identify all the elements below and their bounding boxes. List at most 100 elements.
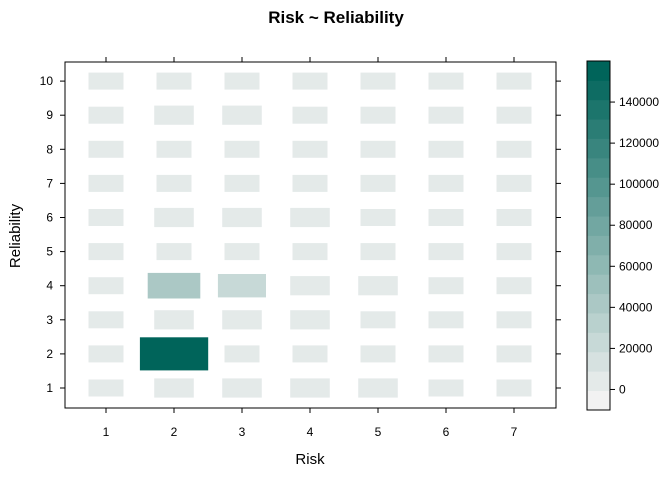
heatmap-cell xyxy=(360,311,396,329)
heatmap-cell xyxy=(496,311,532,329)
colorbar-segment xyxy=(587,235,610,256)
heatmap-cell xyxy=(360,345,396,363)
heatmap-cell xyxy=(154,207,194,228)
heatmap-cell xyxy=(496,140,532,158)
colorbar-segment xyxy=(587,157,610,178)
heatmap-cell xyxy=(147,272,201,299)
heatmap-cell xyxy=(360,209,396,226)
colorbar-tick-label: 80000 xyxy=(619,218,653,232)
heatmap-cell xyxy=(139,337,209,371)
heatmap-cell xyxy=(292,106,328,124)
heatmap-cell xyxy=(360,140,396,158)
colorbar-tick-label: 140000 xyxy=(619,95,659,109)
y-tick-label: 10 xyxy=(40,74,54,88)
heatmap-cell xyxy=(290,276,330,296)
heatmap-cell xyxy=(428,106,464,124)
colorbar-segment xyxy=(587,274,610,295)
heatmap-cell xyxy=(290,207,330,228)
heatmap-cell xyxy=(222,310,262,330)
colorbar-tick-label: 100000 xyxy=(619,177,659,191)
heatmap-cell xyxy=(88,311,124,329)
heatmap-cell xyxy=(156,72,192,90)
heatmap-cell xyxy=(360,243,396,261)
y-tick-label: 2 xyxy=(46,347,53,361)
heatmap-cell xyxy=(224,72,260,90)
colorbar-segment xyxy=(587,254,610,275)
heatmap-cell xyxy=(156,174,192,192)
heatmap-cell xyxy=(428,174,464,192)
colorbar-segment xyxy=(587,332,610,353)
colorbar-segment xyxy=(587,371,610,392)
y-tick-label: 4 xyxy=(46,279,53,293)
heatmap-cell xyxy=(496,277,532,295)
colorbar-tick-label: 0 xyxy=(619,382,626,396)
chart-title: Risk ~ Reliability xyxy=(268,8,404,27)
heatmap-cell xyxy=(224,345,260,363)
heatmap-cell xyxy=(428,277,464,295)
heatmap-cell xyxy=(222,378,262,398)
colorbar-tick-label: 60000 xyxy=(619,259,653,273)
y-tick-label: 5 xyxy=(46,245,53,259)
colorbar-tick-label: 20000 xyxy=(619,341,653,355)
heatmap-cell xyxy=(88,106,124,124)
heatmap-cell xyxy=(428,379,464,397)
colorbar-tick-label: 120000 xyxy=(619,136,659,150)
heatmap-cell xyxy=(156,140,192,158)
heatmap-cell xyxy=(428,311,464,329)
heatmap-cell xyxy=(358,276,398,296)
heatmap-cell xyxy=(292,243,328,261)
x-tick-label: 3 xyxy=(239,425,246,439)
heatmap-cell xyxy=(496,174,532,192)
heatmap-cell xyxy=(224,174,260,192)
heatmap-cell xyxy=(292,140,328,158)
heatmap-cell xyxy=(88,209,124,226)
colorbar-segment xyxy=(587,80,610,101)
y-tick-label: 1 xyxy=(46,381,53,395)
heatmap-cell xyxy=(154,310,194,330)
colorbar-segment xyxy=(587,390,610,411)
heatmap-cell xyxy=(496,243,532,261)
heatmap-cell xyxy=(360,106,396,124)
colorbar-frame xyxy=(586,60,611,411)
colorbar-segment xyxy=(587,196,610,217)
heatmap-cell xyxy=(292,345,328,363)
heatmap-cell xyxy=(290,378,330,398)
heatmap-cell xyxy=(88,72,124,90)
heatmap-cell xyxy=(428,209,464,226)
heatmap-cell xyxy=(428,72,464,90)
heatmap-cell xyxy=(290,310,330,330)
heatmap-cell xyxy=(88,345,124,363)
heatmap-cell xyxy=(88,243,124,261)
heatmap-cell xyxy=(224,140,260,158)
colorbar-segment xyxy=(587,216,610,236)
heatmap-cell xyxy=(496,379,532,397)
y-tick-label: 7 xyxy=(46,176,53,190)
y-tick-label: 9 xyxy=(46,108,53,122)
colorbar-segment xyxy=(587,351,610,372)
x-axis-title: Risk xyxy=(295,451,325,468)
x-tick-label: 1 xyxy=(103,425,110,439)
x-tick-label: 6 xyxy=(443,425,450,439)
heatmap-cell xyxy=(428,345,464,363)
heatmap-cell xyxy=(88,379,124,397)
heatmap-cell xyxy=(154,378,194,398)
heatmap-cell xyxy=(292,174,328,192)
heatmap-cell xyxy=(358,378,398,398)
colorbar-segment xyxy=(587,119,610,139)
heatmap-cell xyxy=(88,140,124,158)
colorbar-segment xyxy=(587,61,610,81)
heatmap-cell xyxy=(292,72,328,90)
colorbar-segment xyxy=(587,313,610,333)
heatmap-cell xyxy=(222,105,262,125)
y-tick-label: 6 xyxy=(46,211,53,225)
heatmap-cell xyxy=(496,72,532,90)
colorbar-segment xyxy=(587,99,610,120)
heatmap-cell xyxy=(222,207,262,228)
heatmap-cell xyxy=(360,174,396,192)
heatmap-cell xyxy=(496,106,532,124)
colorbar-segment xyxy=(587,177,610,198)
heatmap-cell xyxy=(360,72,396,90)
heatmap-cell xyxy=(154,105,194,125)
x-tick-label: 7 xyxy=(511,425,518,439)
